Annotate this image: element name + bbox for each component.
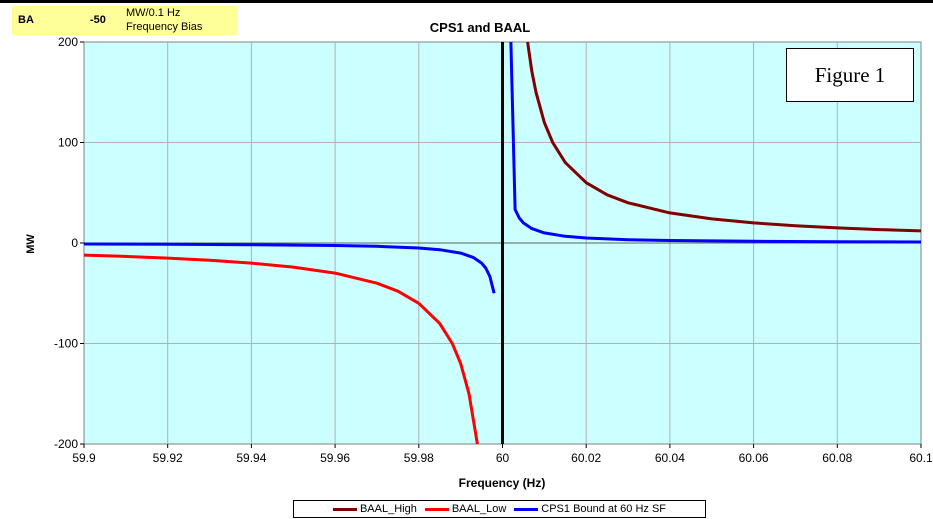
x-tick-label: 59.98 [404, 451, 434, 465]
series-group [84, 42, 921, 444]
ba-value: -50 [90, 14, 106, 26]
ba-unit-line2: Frequency Bias [126, 21, 203, 33]
y-tick-labels: 200 100 0 -100 -200 [54, 35, 78, 451]
x-tick-label: 60.06 [739, 451, 769, 465]
legend-swatch-baal-high [332, 507, 357, 511]
legend-label-baal-high: BAAL_High [359, 503, 417, 515]
x-tick-label: 60 [496, 451, 510, 465]
legend-swatch-cps1 [514, 507, 539, 511]
series-baal-high [526, 42, 921, 233]
y-tick-label: -100 [54, 337, 78, 351]
x-tick-label: 59.92 [153, 451, 183, 465]
legend-item-cps1: CPS1 Bound at 60 Hz SF [514, 503, 666, 515]
x-tick-label: 59.96 [320, 451, 350, 465]
y-tick-label: 200 [58, 35, 78, 49]
x-tick-label: 59.9 [72, 451, 96, 465]
chart-title: CPS1 and BAAL [430, 20, 530, 35]
x-tick-label: 60.1 [909, 451, 933, 465]
top-border [0, 0, 933, 3]
x-tick-labels: 59.9 59.92 59.94 59.96 59.98 60 60.02 60.04 60.0… [72, 451, 933, 465]
figure-label-box: Figure 1 [786, 48, 914, 102]
ba-label: BA [18, 14, 34, 26]
y-tick-label: -200 [54, 437, 78, 451]
ba-unit-line1: MW/0.1 Hz [126, 7, 181, 19]
legend-swatch-baal-low [424, 507, 449, 511]
y-tick-label: 0 [71, 236, 78, 250]
legend-label-cps1: CPS1 Bound at 60 Hz SF [541, 503, 667, 515]
legend-item-baal-low: BAAL_Low [424, 503, 507, 515]
figure-label: Figure 1 [814, 62, 886, 87]
x-tick-label: 60.08 [822, 451, 852, 465]
x-axis-label: Frequency (Hz) [459, 476, 546, 490]
legend-label-baal-low: BAAL_Low [451, 503, 507, 515]
x-tick-label: 60.04 [655, 451, 685, 465]
y-tick-label: 100 [58, 136, 78, 150]
y-axis-label: MW [25, 234, 37, 254]
series-cps1 [84, 242, 496, 294]
x-tick-label: 59.94 [236, 451, 266, 465]
legend-item-baal-high: BAAL_High [332, 503, 417, 515]
legend: BAAL_High BAAL_Low CPS1 Bound at 60 Hz S… [293, 500, 706, 518]
x-tick-label: 60.02 [571, 451, 601, 465]
series-baal-low [84, 253, 479, 444]
series-cps1 [509, 42, 921, 244]
frequency-bias-box [12, 6, 238, 35]
